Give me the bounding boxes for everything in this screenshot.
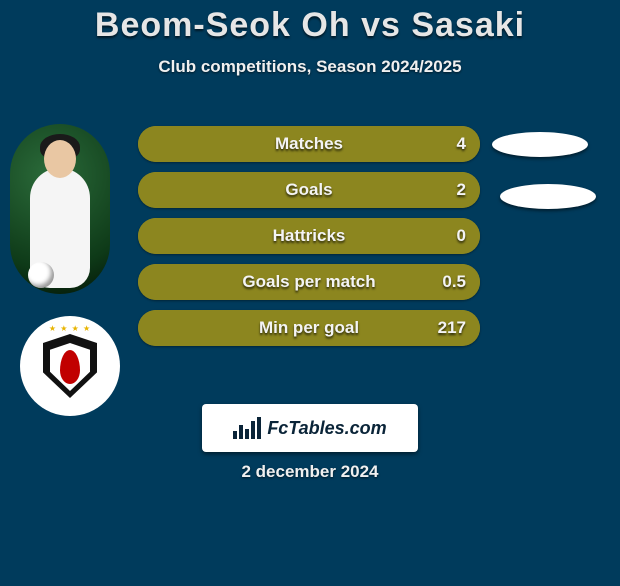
- club-stars: ★ ★ ★ ★: [43, 324, 97, 333]
- stat-value: 2: [457, 180, 466, 200]
- stats-bars: Matches 4 Goals 2 Hattricks 0 Goals per …: [138, 126, 480, 356]
- stat-value: 217: [438, 318, 466, 338]
- stat-row-matches: Matches 4: [138, 126, 480, 162]
- stat-label: Min per goal: [138, 318, 480, 338]
- stat-row-min-per-goal: Min per goal 217: [138, 310, 480, 346]
- bar-chart-icon: [233, 417, 261, 439]
- stat-value: 0: [457, 226, 466, 246]
- player-photo: [10, 124, 110, 294]
- club-logo: ★ ★ ★ ★: [20, 316, 120, 416]
- brand-logo-card: FcTables.com: [202, 404, 418, 452]
- stat-value: 4: [457, 134, 466, 154]
- stat-row-goals-per-match: Goals per match 0.5: [138, 264, 480, 300]
- player-head-shape: [44, 140, 76, 178]
- brand-name: FcTables.com: [267, 418, 386, 439]
- stat-row-hattricks: Hattricks 0: [138, 218, 480, 254]
- stat-label: Hattricks: [138, 226, 480, 246]
- stat-label: Goals: [138, 180, 480, 200]
- shield-flame: [60, 350, 80, 384]
- stat-label: Goals per match: [138, 272, 480, 292]
- subtitle: Club competitions, Season 2024/2025: [0, 57, 620, 77]
- stat-label: Matches: [138, 134, 480, 154]
- page-title: Beom-Seok Oh vs Sasaki: [0, 6, 620, 45]
- stat-row-goals: Goals 2: [138, 172, 480, 208]
- opponent-pill-goals: [500, 184, 596, 209]
- club-shield-icon: ★ ★ ★ ★: [43, 334, 97, 398]
- soccer-ball-icon: [28, 262, 54, 288]
- opponent-pill-matches: [492, 132, 588, 157]
- date-label: 2 december 2024: [0, 462, 620, 482]
- stat-value: 0.5: [442, 272, 466, 292]
